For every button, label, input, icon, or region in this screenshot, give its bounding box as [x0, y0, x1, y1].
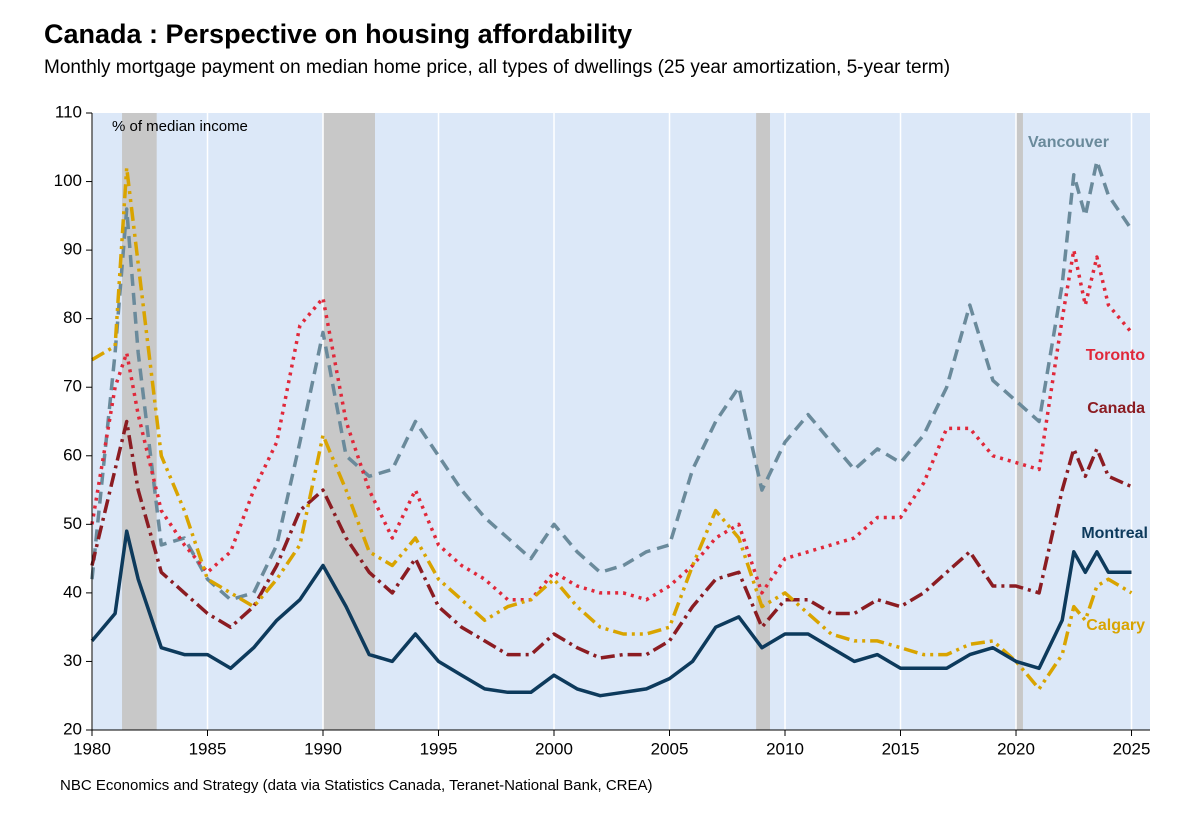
recession-band — [1016, 113, 1023, 730]
x-tick-label: 2025 — [1113, 739, 1151, 758]
x-tick-label: 2015 — [882, 739, 920, 758]
series-line — [90, 248, 1133, 602]
series-line — [90, 159, 1133, 602]
x-tick-label: 1980 — [73, 739, 111, 758]
series-label: Montreal — [1081, 525, 1148, 542]
plot-area — [92, 113, 1150, 730]
y-tick-label: 20 — [63, 719, 82, 738]
recession-band — [756, 113, 770, 730]
axis-note: % of median income — [112, 118, 248, 135]
y-tick-label: 100 — [54, 171, 82, 190]
y-tick-label: 40 — [63, 582, 82, 601]
x-tick-label: 2010 — [766, 739, 804, 758]
y-tick-label: 30 — [63, 651, 82, 670]
x-tick-label: 1995 — [420, 739, 458, 758]
series-line — [90, 419, 1133, 660]
series-line — [90, 529, 1132, 698]
x-tick-label: 2005 — [651, 739, 689, 758]
recession-band — [323, 113, 375, 730]
series-label: Calgary — [1086, 617, 1145, 634]
x-tick-label: 2000 — [535, 739, 573, 758]
series-line — [91, 166, 1133, 691]
series-label: Canada — [1087, 400, 1145, 417]
series-label: Toronto — [1086, 347, 1145, 364]
y-tick-label: 80 — [63, 308, 82, 327]
y-tick-label: 70 — [63, 377, 82, 396]
series-label: Vancouver — [1028, 134, 1109, 151]
chart-subtitle: Monthly mortgage payment on median home … — [44, 57, 950, 78]
y-tick-label: 50 — [63, 514, 82, 533]
x-tick-label: 2020 — [997, 739, 1035, 758]
source: NBC Economics and Strategy (data via Sta… — [60, 777, 653, 794]
x-tick-label: 1985 — [189, 739, 227, 758]
x-tick-label: 1990 — [304, 739, 342, 758]
y-tick-label: 60 — [63, 445, 82, 464]
chart-title: Canada : Perspective on housing affordab… — [44, 19, 632, 49]
y-tick-label: 90 — [63, 240, 82, 259]
y-tick-label: 110 — [55, 102, 82, 121]
